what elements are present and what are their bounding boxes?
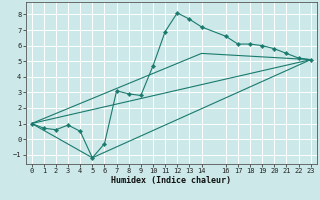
X-axis label: Humidex (Indice chaleur): Humidex (Indice chaleur) <box>111 176 231 185</box>
